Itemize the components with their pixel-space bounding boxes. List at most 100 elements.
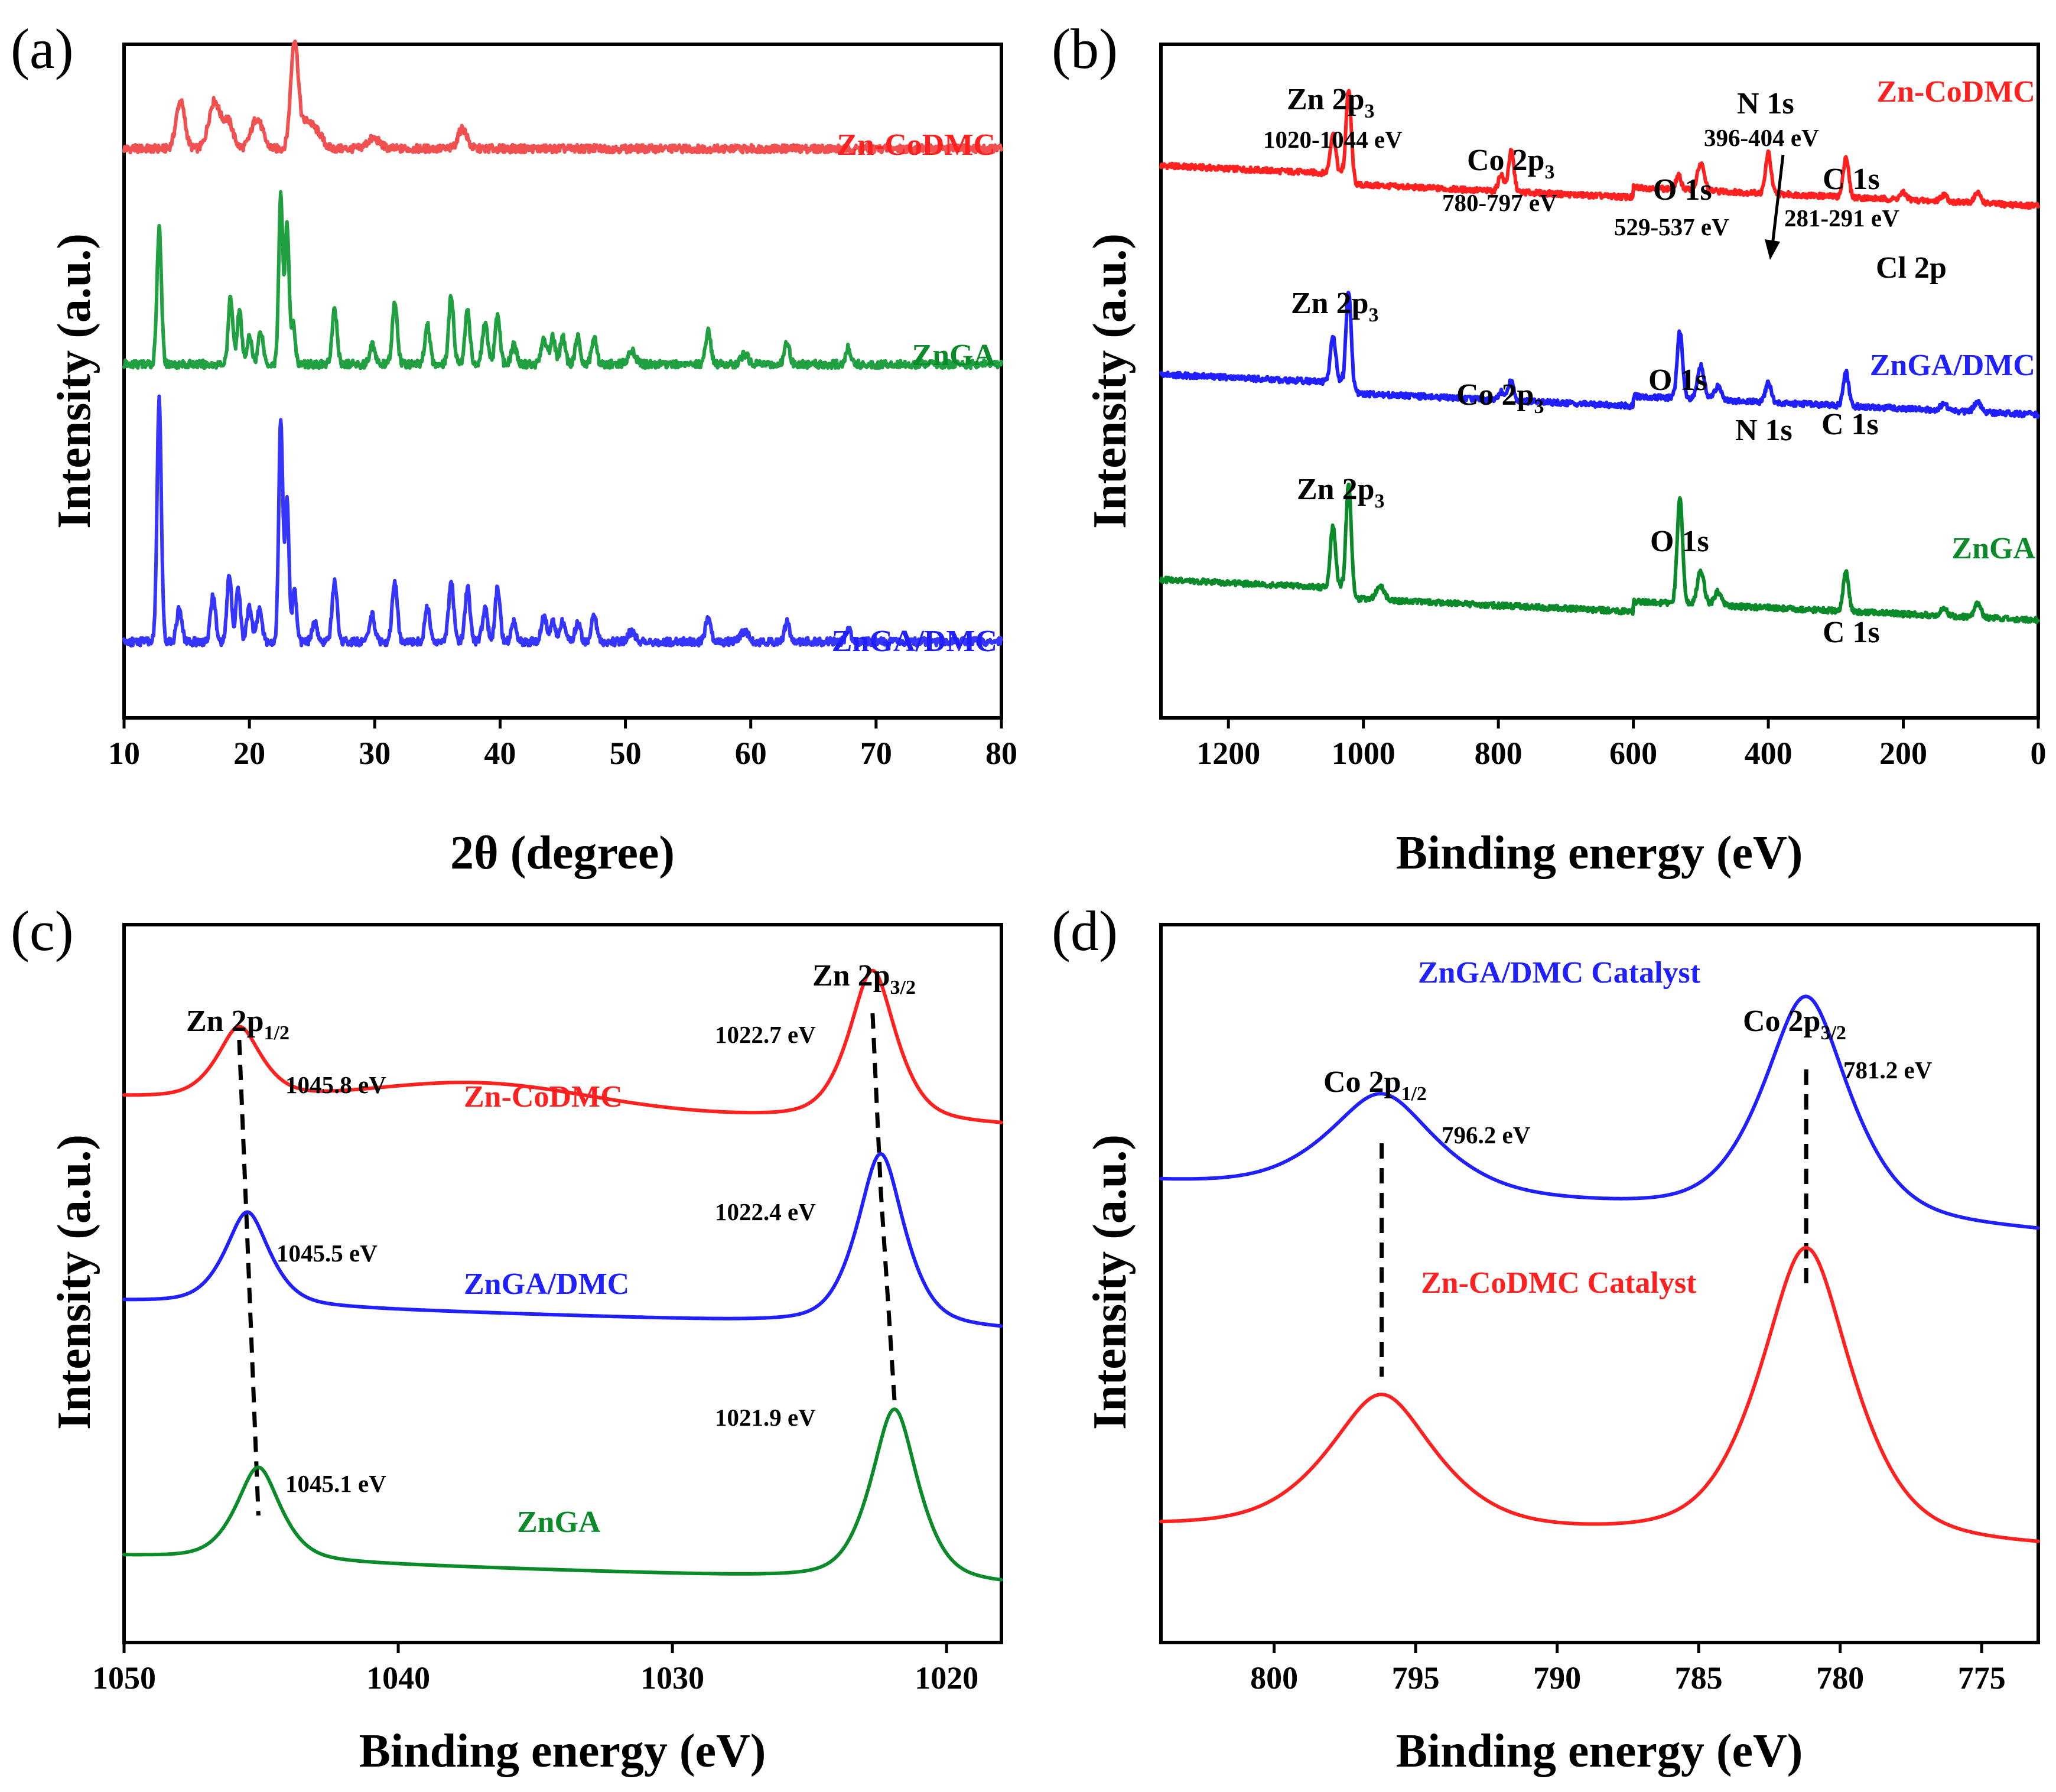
panel-b-xtick-label-200: 200 <box>1879 736 1927 771</box>
panel-c-guide-zn-2p-1-2 <box>237 1039 261 1516</box>
panel-d-letter: (d) <box>1052 899 1118 962</box>
panel-d-xtick-label-800: 800 <box>1250 1660 1298 1696</box>
panel-c-group-zn2p32: Zn 2p3/2 <box>812 959 916 999</box>
panel-a-label-znga-dmc: ZnGA/DMC <box>832 625 997 658</box>
panel-b-anno-n1s-range: 396-404 eV <box>1704 124 1819 151</box>
panel-d-curves <box>1159 994 2040 1543</box>
panel-a-xtick-label-20: 20 <box>233 736 265 771</box>
panel-a-xtick-label-10: 10 <box>108 736 140 771</box>
panel-d-xtick-label-795: 795 <box>1392 1660 1440 1696</box>
panel-c-curve-znga <box>122 1407 1003 1582</box>
panel-b-frame <box>1159 43 2040 720</box>
panel-b-anno-o1s-range: 529-537 eV <box>1614 213 1729 240</box>
panel-d-xlabel: Binding energy (eV) <box>1396 1725 1803 1777</box>
panel-a-xtick-label-50: 50 <box>610 736 642 771</box>
panel-a-frame <box>122 43 1003 720</box>
panel-b-anno-zn2p3-mid: Zn 2p3 <box>1291 287 1379 326</box>
panel-b-n1s-arrow <box>1765 154 1785 260</box>
panel-a-xtick-label-70: 70 <box>860 736 892 771</box>
panel-d-xtick-label-790: 790 <box>1533 1660 1581 1696</box>
panel-c-label-znga-dmc: ZnGA/DMC <box>464 1267 629 1301</box>
panel-c-zn2p: (c) 1050 1040 1030 1020 Zn 2p1/2 Zn 2p3/2 1… <box>11 899 1003 1777</box>
panel-c-group-zn2p12: Zn 2p1/2 <box>186 1004 289 1044</box>
panel-b-xtick-label-1200: 1200 <box>1196 736 1260 771</box>
panel-a-letter: (a) <box>11 17 74 80</box>
panel-b-ylabel: Intensity (a.u.) <box>1084 233 1136 529</box>
panel-b-anno-o1s-top: O 1s <box>1653 173 1712 207</box>
panel-b-anno-o1s-mid: O 1s <box>1648 363 1707 397</box>
panel-d-label-zn-codmc: Zn-CoDMC Catalyst <box>1421 1266 1697 1300</box>
panel-d-x-ticks: 800 795 790 785 780 775 <box>1250 1643 2006 1696</box>
panel-a-curve-znga <box>122 190 1003 370</box>
panel-a-xrd: (a) 10 20 30 40 50 60 70 80 Zn-CoDMC ZnGA ZnGA/… <box>11 17 1017 879</box>
panel-a-xtick-label-60: 60 <box>735 736 767 771</box>
panel-c-value-1022-4: 1022.4 eV <box>715 1198 816 1225</box>
panel-d-xtick-label-780: 780 <box>1816 1660 1864 1696</box>
panel-b-curve-znga-dmc <box>1159 290 2040 419</box>
panel-c-curve-zn-codmc <box>122 968 1003 1124</box>
panel-c-peak-guides <box>237 1013 897 1516</box>
panel-a-curve-zn-codmc <box>122 39 1003 155</box>
panel-b-anno-o1s-bot: O 1s <box>1650 525 1709 558</box>
panel-b-anno-c1s-mid: C 1s <box>1821 408 1879 441</box>
panel-b-anno-co2p3-top: Co 2p3 <box>1467 144 1554 183</box>
panel-b-xps-survey: (b) 1200 1000 800 600 400 200 0 Zn-CoDMC ZnGA/… <box>1052 17 2047 879</box>
panel-b-letter: (b) <box>1052 17 1118 80</box>
panel-a-x-ticks: 10 20 30 40 50 60 70 80 <box>108 718 1017 771</box>
panel-b-xlabel: Binding energy (eV) <box>1396 827 1803 879</box>
panel-d-curve-znga-dmc-catalyst <box>1159 994 2040 1230</box>
panel-b-anno-zn2p3-range: 1020-1044 eV <box>1263 126 1403 153</box>
panel-b-curve-znga <box>1159 482 2040 625</box>
panel-b-label-zn-codmc: Zn-CoDMC <box>1876 75 2035 109</box>
panel-c-x-ticks: 1050 1040 1030 1020 <box>92 1643 978 1696</box>
panel-c-xtick-label-1050: 1050 <box>92 1660 156 1696</box>
panel-b-xtick-label-1000: 1000 <box>1332 736 1395 771</box>
panel-d-xtick-label-785: 785 <box>1675 1660 1723 1696</box>
panel-c-label-zn-codmc: Zn-CoDMC <box>464 1080 623 1114</box>
panel-b-anno-zn2p3-top: Zn 2p3 <box>1287 83 1375 122</box>
panel-a-ylabel: Intensity (a.u.) <box>48 233 100 529</box>
panel-d-peak-guides <box>1380 1069 1808 1377</box>
panel-a-xtick-label-40: 40 <box>484 736 516 771</box>
panel-d-value-796-2: 796.2 eV <box>1442 1121 1531 1149</box>
panel-b-anno-co2p3-mid: Co 2p3 <box>1456 378 1544 418</box>
panel-c-xtick-label-1040: 1040 <box>366 1660 430 1696</box>
panel-a-label-zn-codmc: Zn-CoDMC <box>837 128 996 162</box>
panel-b-curves <box>1159 89 2040 625</box>
panel-c-frame <box>122 923 1003 1644</box>
panel-b-xtick-label-800: 800 <box>1475 736 1523 771</box>
panel-b-anno-c1s-range: 281-291 eV <box>1784 204 1899 232</box>
panel-c-value-1022-7: 1022.7 eV <box>715 1021 816 1048</box>
panel-b-label-znga: ZnGA <box>1951 532 2035 565</box>
panel-c-guide-zn-2p-3-2 <box>870 1013 897 1401</box>
panel-b-anno-zn2p3-bot: Zn 2p3 <box>1297 473 1385 512</box>
panel-b-xtick-label-400: 400 <box>1745 736 1793 771</box>
panel-d-curve-zn-codmc-catalyst <box>1159 1245 2040 1543</box>
panel-c-xlabel: Binding energy (eV) <box>359 1725 766 1777</box>
panel-c-curves <box>122 968 1003 1582</box>
panel-b-anno-c1s-top: C 1s <box>1823 162 1880 196</box>
panel-d-frame <box>1159 923 2040 1644</box>
panel-b-label-znga-dmc: ZnGA/DMC <box>1870 349 2035 382</box>
panel-b-x-ticks: 1200 1000 800 600 400 200 0 <box>1196 718 2047 771</box>
panel-c-label-znga: ZnGA <box>517 1505 601 1539</box>
panel-c-curve-znga-dmc <box>122 1152 1003 1328</box>
panel-d-xtick-label-775: 775 <box>1958 1660 2006 1696</box>
panel-a-label-znga: ZnGA <box>912 339 996 372</box>
panel-a-xlabel: 2θ (degree) <box>450 827 675 879</box>
panel-a-curves <box>122 39 1003 648</box>
panel-b-anno-n1s-top: N 1s <box>1737 87 1794 121</box>
panel-b-anno-cl2p-top: Cl 2p <box>1876 251 1947 285</box>
panel-c-ylabel: Intensity (a.u.) <box>48 1134 100 1430</box>
panel-a-xtick-label-30: 30 <box>359 736 391 771</box>
panel-b-anno-c1s-bot: C 1s <box>1823 616 1880 649</box>
panel-d-group-co2p12: Co 2p1/2 <box>1323 1065 1427 1105</box>
panel-c-value-1021-9: 1021.9 eV <box>715 1404 816 1431</box>
panel-c-xtick-label-1020: 1020 <box>915 1660 978 1696</box>
panel-c-letter: (c) <box>11 899 74 962</box>
panel-d-value-781-2: 781.2 eV <box>1843 1056 1933 1084</box>
panel-c-xtick-label-1030: 1030 <box>640 1660 704 1696</box>
panel-b-xtick-label-0: 0 <box>2031 736 2047 771</box>
panel-d-label-znga-dmc: ZnGA/DMC Catalyst <box>1418 956 1701 990</box>
